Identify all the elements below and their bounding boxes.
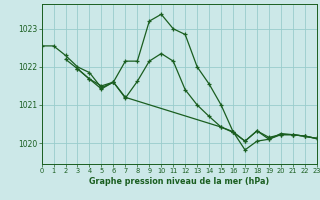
X-axis label: Graphe pression niveau de la mer (hPa): Graphe pression niveau de la mer (hPa) bbox=[89, 177, 269, 186]
